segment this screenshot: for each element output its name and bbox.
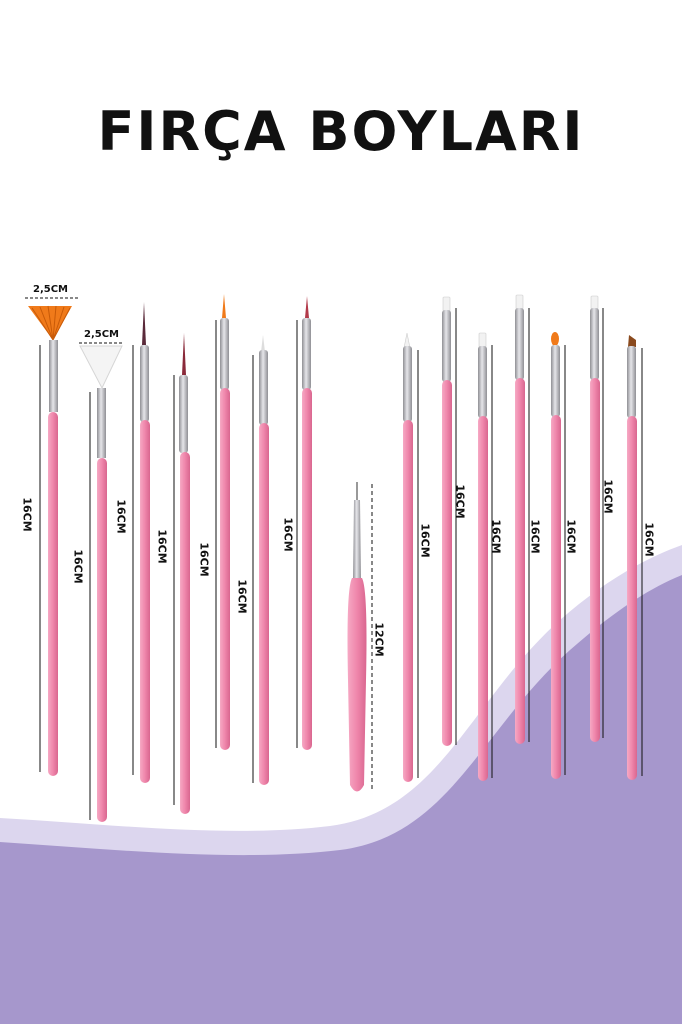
brush-liner-4 [252, 335, 269, 785]
ferrule [551, 345, 560, 417]
length-label-11: 16CM [489, 519, 503, 554]
purple-wave [0, 575, 682, 1024]
length-label-3: 16CM [114, 499, 128, 534]
fan-width-label-2: 2,5CM [84, 329, 120, 340]
brush-liner-1 [132, 302, 150, 783]
length-label-dotting: 12CM [372, 622, 386, 657]
flat-tip [515, 294, 524, 310]
ferrule [179, 375, 188, 453]
handle [259, 423, 269, 785]
ferrule [259, 350, 268, 425]
brush-liner-2 [173, 333, 190, 814]
length-label-9: 16CM [418, 523, 432, 558]
fan-width-label-1: 2,5CM [33, 284, 69, 295]
handle [140, 420, 150, 783]
brush-fan-orange [28, 305, 72, 776]
brush-flat-4 [590, 295, 604, 742]
brush-dotting-tool [347, 482, 373, 792]
page-title: FIRÇA BOYLARI [97, 100, 585, 163]
ferrule [97, 388, 106, 458]
liner-tip [305, 296, 309, 318]
brush-flat-1 [442, 296, 457, 746]
flat-tip [590, 295, 599, 310]
handle [302, 388, 312, 750]
liner-tip [261, 335, 265, 352]
handle [403, 420, 413, 782]
handle [97, 458, 107, 822]
handle [515, 378, 525, 744]
round-tip [403, 332, 411, 349]
brush-round-1 [403, 332, 419, 782]
ferrule [220, 318, 229, 390]
handle [442, 380, 452, 746]
fan-white-bristles [79, 345, 123, 390]
brush-angled-brown [627, 335, 643, 780]
ferrule [590, 308, 599, 380]
liner-tip [222, 294, 226, 318]
ferrule [353, 500, 361, 580]
brush-flat-2 [478, 332, 493, 781]
ferrule [302, 318, 311, 390]
ferrule [627, 346, 636, 418]
handle [220, 388, 230, 750]
length-label-6: 16CM [235, 579, 249, 614]
ferrule [49, 340, 58, 412]
handle [48, 412, 58, 776]
brush-fan-white [79, 345, 123, 822]
handle [180, 452, 190, 814]
length-label-5: 16CM [197, 542, 211, 577]
handle [347, 578, 367, 792]
flat-tip [478, 332, 487, 348]
angled-tip [628, 335, 636, 347]
oval-tip [551, 332, 559, 346]
length-label-4: 16CM [155, 529, 169, 564]
brush-oval-orange [551, 332, 566, 779]
length-label-7: 16CM [281, 517, 295, 552]
length-label-15: 16CM [642, 522, 656, 557]
ferrule [442, 310, 451, 382]
flat-tip [442, 296, 451, 312]
length-label-14: 16CM [601, 479, 615, 514]
length-label-10: 16CM [453, 484, 467, 519]
length-label-2: 16CM [71, 549, 85, 584]
ferrule [403, 346, 412, 422]
handle [551, 415, 561, 779]
fan-orange-bristle-lines [31, 305, 71, 341]
handle [478, 416, 488, 781]
brush-flat-3 [515, 294, 530, 744]
length-label-13: 16CM [564, 519, 578, 554]
brush-liner-5 [296, 296, 312, 750]
ferrule [140, 345, 149, 422]
liner-tip [142, 302, 146, 345]
handle [627, 416, 637, 780]
length-label-12: 16CM [528, 519, 542, 554]
length-label-1: 16CM [20, 497, 34, 532]
handle [590, 378, 600, 742]
ferrule [478, 346, 487, 418]
liner-tip [182, 333, 186, 375]
brush-liner-3 [215, 294, 230, 750]
ferrule [515, 308, 524, 380]
